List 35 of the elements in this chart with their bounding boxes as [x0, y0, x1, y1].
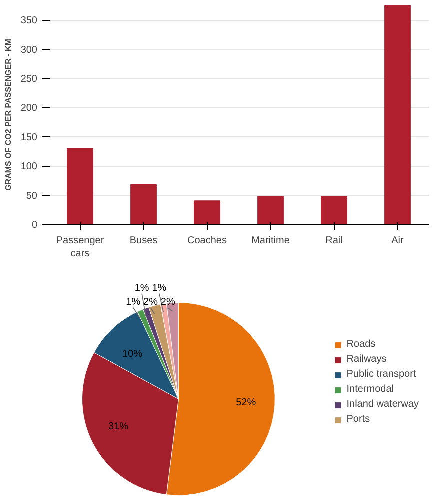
legend-label: Ports [346, 414, 370, 425]
legend-label: Inland waterway [346, 399, 419, 410]
y-tick-label: 250 [20, 74, 38, 85]
data-label: 52% [236, 398, 256, 409]
y-axis-title: GRAMS OF CO2 PER PASSENGER - KM [4, 38, 13, 191]
x-tick-label: Coaches [188, 236, 227, 246]
y-tick-label: 150 [20, 132, 38, 144]
data-label: 1% [126, 297, 141, 308]
data-label: 2% [144, 297, 158, 308]
bar [321, 196, 348, 224]
bar [258, 196, 284, 224]
x-tick-label: Rail [326, 236, 343, 246]
data-label: 10% [122, 348, 143, 360]
data-label: 2% [160, 297, 176, 308]
y-tick-label: 0 [32, 220, 38, 231]
legend-label: Intermodal [346, 384, 394, 395]
y-tick-label: 100 [20, 162, 38, 173]
legend-label: Railways [346, 354, 387, 365]
x-tick-label: Maritime [252, 236, 290, 246]
y-tick-label: 300 [20, 44, 38, 56]
legend-label: Roads [346, 339, 376, 350]
y-tick-label: 200 [20, 103, 38, 114]
bar [130, 184, 157, 224]
bar [194, 200, 220, 224]
data-label: 1% [152, 283, 167, 294]
y-tick-label: 50 [26, 190, 38, 202]
data-label: 31% [108, 422, 129, 433]
x-tick-label: Air [392, 236, 405, 246]
x-tick-label: Buses [130, 236, 158, 246]
bar [384, 6, 411, 224]
y-tick-label: 350 [20, 16, 38, 27]
legend-label: Public transport [346, 369, 416, 380]
bar [67, 148, 94, 224]
x-tick-label: Passenger cars [56, 236, 105, 260]
data-label: 1% [134, 283, 150, 294]
